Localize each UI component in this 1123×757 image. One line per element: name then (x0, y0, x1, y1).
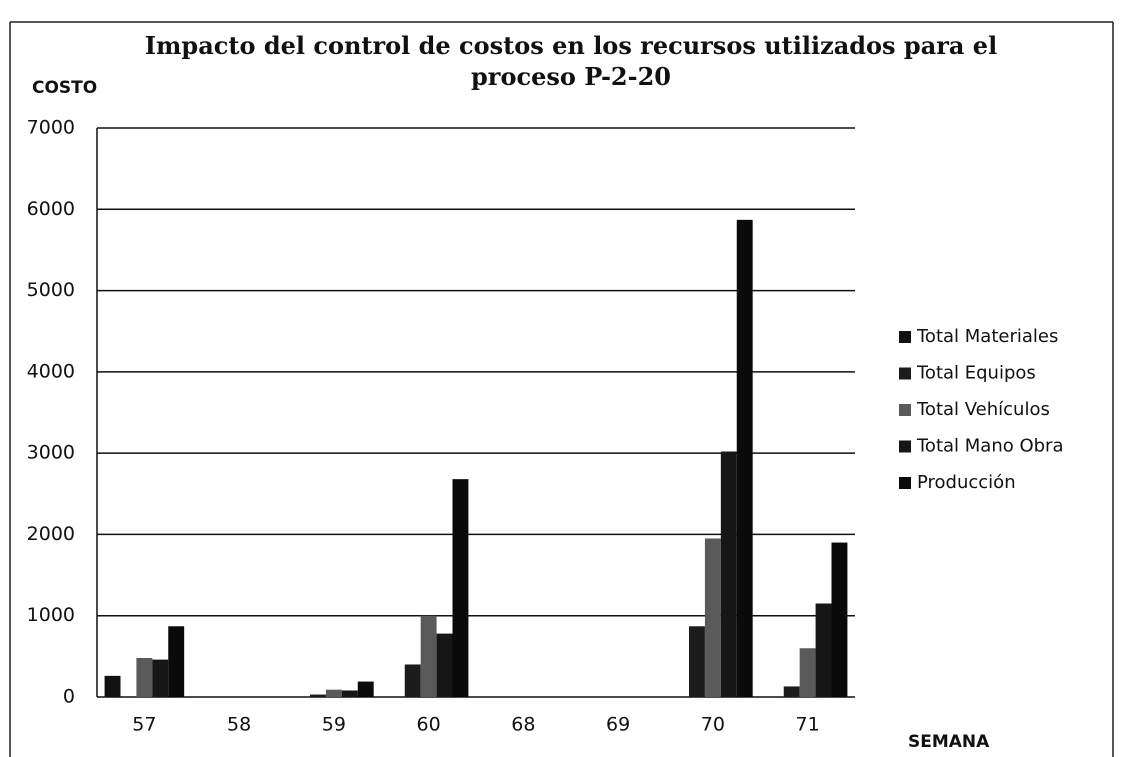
legend-swatch (899, 477, 911, 489)
bar (357, 681, 374, 697)
bar (783, 686, 800, 697)
y-tick-label: 5000 (27, 279, 75, 301)
bar (309, 694, 326, 697)
x-tick-label: 60 (417, 714, 441, 736)
x-tick-label: 70 (701, 714, 725, 736)
x-axis-label: SEMANA (908, 732, 990, 752)
legend-swatch (899, 367, 911, 380)
y-tick-label: 6000 (27, 198, 75, 220)
bar (404, 664, 421, 697)
legend-label: Total Mano Obra (916, 436, 1064, 457)
y-tick-label: 7000 (27, 117, 75, 139)
x-tick-label: 68 (511, 714, 535, 736)
x-tick-label: 71 (796, 714, 820, 736)
y-tick-label: 4000 (27, 360, 75, 382)
legend-swatch (899, 440, 911, 453)
bar (688, 626, 705, 697)
y-tick-label: 2000 (27, 523, 75, 545)
bar (831, 542, 848, 697)
bar (799, 648, 816, 697)
legend-swatch (899, 404, 911, 416)
legend-label: Total Materiales (916, 326, 1058, 347)
x-tick-label: 59 (322, 714, 346, 736)
legend-label: Producción (917, 472, 1016, 493)
bar (736, 219, 753, 698)
x-tick-label: 57 (132, 714, 156, 736)
bar (136, 657, 153, 697)
bar (420, 615, 437, 697)
bar (720, 451, 737, 697)
legend-swatch (899, 331, 911, 343)
bar (452, 479, 469, 697)
legend-label: Total Equipos (916, 363, 1036, 384)
bar (152, 659, 169, 697)
bar (815, 603, 832, 697)
bar (104, 675, 121, 697)
bar (704, 538, 721, 697)
y-tick-label: 1000 (27, 604, 75, 626)
chart-title: Impacto del control de costos en los rec… (144, 31, 998, 91)
x-tick-label: 69 (606, 714, 630, 736)
bar (325, 689, 342, 697)
x-tick-label: 58 (227, 714, 251, 736)
y-tick-label: 0 (63, 686, 75, 708)
bar (436, 633, 453, 697)
y-axis-label: COSTO (32, 78, 97, 98)
legend-label: Total Vehículos (916, 399, 1050, 420)
bar (341, 690, 358, 697)
bar (168, 626, 185, 697)
y-tick-label: 3000 (27, 442, 75, 464)
